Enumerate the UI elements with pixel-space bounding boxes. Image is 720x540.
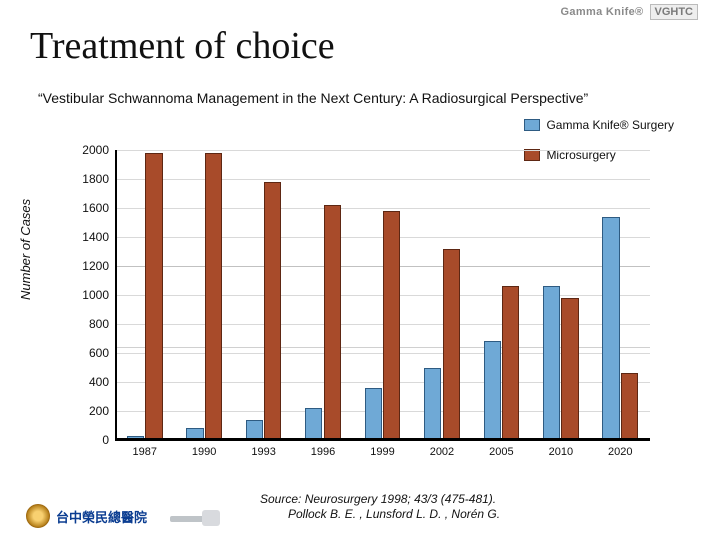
x-tick-label: 2002: [430, 446, 454, 458]
legend-label-gk: Gamma Knife® Surgery: [546, 118, 674, 132]
source-line-1: Source: Neurosurgery 1998; 43/3 (475-481…: [260, 492, 500, 507]
slide: Gamma Knife® VGHTC Treatment of choice “…: [0, 0, 720, 540]
bar-micro: [443, 249, 460, 440]
x-axis: 1987 1990 1993 1996 1999 2002 2005 2010 2020: [115, 440, 650, 470]
y-tick-label: 1400: [70, 230, 115, 244]
bar-micro: [205, 153, 222, 440]
bar-micro: [621, 373, 638, 440]
x-tick-label: 1999: [370, 446, 394, 458]
bar-gk: [305, 408, 322, 440]
y-tick-label: 800: [70, 317, 115, 331]
y-tick-label: 400: [70, 375, 115, 389]
y-tick-label: 2000: [70, 143, 115, 157]
hospital-emblem-icon: [26, 504, 50, 528]
gamma-knife-machine-icon: [170, 502, 220, 526]
bar-gk: [424, 368, 441, 441]
plot-area: [115, 150, 650, 440]
bar-micro: [324, 205, 341, 440]
brand-gamma-knife: Gamma Knife®: [561, 6, 644, 18]
x-tick-label: 1990: [192, 446, 216, 458]
bars: [115, 150, 650, 440]
y-tick-label: 0: [70, 433, 115, 447]
legend-item-gk: Gamma Knife® Surgery: [524, 118, 674, 132]
brand-vghtc: VGHTC: [650, 4, 699, 20]
x-tick-label: 1996: [311, 446, 335, 458]
y-tick-label: 1200: [70, 259, 115, 273]
footer-logo: 台中榮民總醫院: [26, 502, 147, 530]
y-tick-label: 600: [70, 346, 115, 360]
brand-bar: Gamma Knife® VGHTC: [561, 4, 698, 20]
y-tick-label: 200: [70, 404, 115, 418]
page-title: Treatment of choice: [30, 24, 335, 68]
source-citation: Source: Neurosurgery 1998; 43/3 (475-481…: [260, 492, 500, 522]
source-line-2: Pollock B. E. , Lunsford L. D. , Norén G…: [260, 507, 500, 522]
bar-micro: [502, 286, 519, 440]
bar-micro: [264, 182, 281, 440]
y-axis-label: Number of Cases: [18, 199, 33, 300]
legend-swatch-gk: [524, 119, 540, 131]
bar-micro: [383, 211, 400, 440]
y-tick-label: 1800: [70, 172, 115, 186]
x-tick-label: 2010: [549, 446, 573, 458]
x-tick-label: 2005: [489, 446, 513, 458]
x-tick-label: 1987: [132, 446, 156, 458]
x-tick-label: 1993: [251, 446, 275, 458]
bar-gk: [365, 388, 382, 440]
x-tick-label: 2020: [608, 446, 632, 458]
chart: 0200400600800100012001400160018002000 19…: [70, 150, 650, 470]
y-tick-label: 1600: [70, 201, 115, 215]
bar-gk: [543, 286, 560, 440]
bar-gk: [602, 217, 619, 440]
bar-micro: [145, 153, 162, 440]
subtitle: “Vestibular Schwannoma Management in the…: [38, 90, 682, 108]
bar-gk: [484, 341, 501, 440]
bar-gk: [246, 420, 263, 440]
y-axis-line: [115, 150, 117, 440]
y-tick-label: 1000: [70, 288, 115, 302]
bar-micro: [561, 298, 578, 440]
hospital-name: 台中榮民總醫院: [56, 507, 147, 526]
